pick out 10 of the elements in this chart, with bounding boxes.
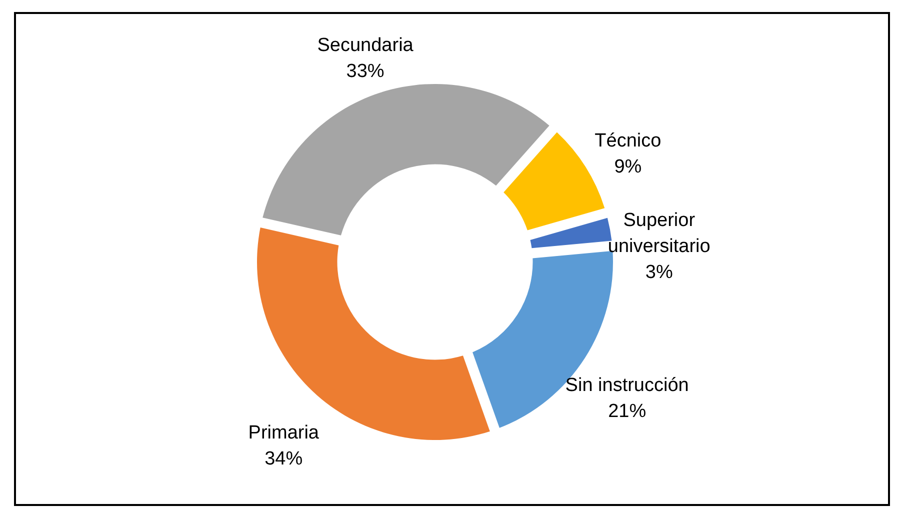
slice-label: Secundaria xyxy=(317,34,414,56)
data-label: 21% xyxy=(608,400,646,422)
slice-label: Sin instrucción xyxy=(565,374,689,396)
slice-label: Primaria xyxy=(248,422,320,444)
data-label: 33% xyxy=(346,60,384,82)
data-label: 34% xyxy=(264,448,303,470)
data-label: 3% xyxy=(645,262,673,284)
data-label: 9% xyxy=(614,156,642,178)
slice-label: Técnico xyxy=(594,130,662,152)
slice-label: Superior universitario xyxy=(608,210,710,258)
